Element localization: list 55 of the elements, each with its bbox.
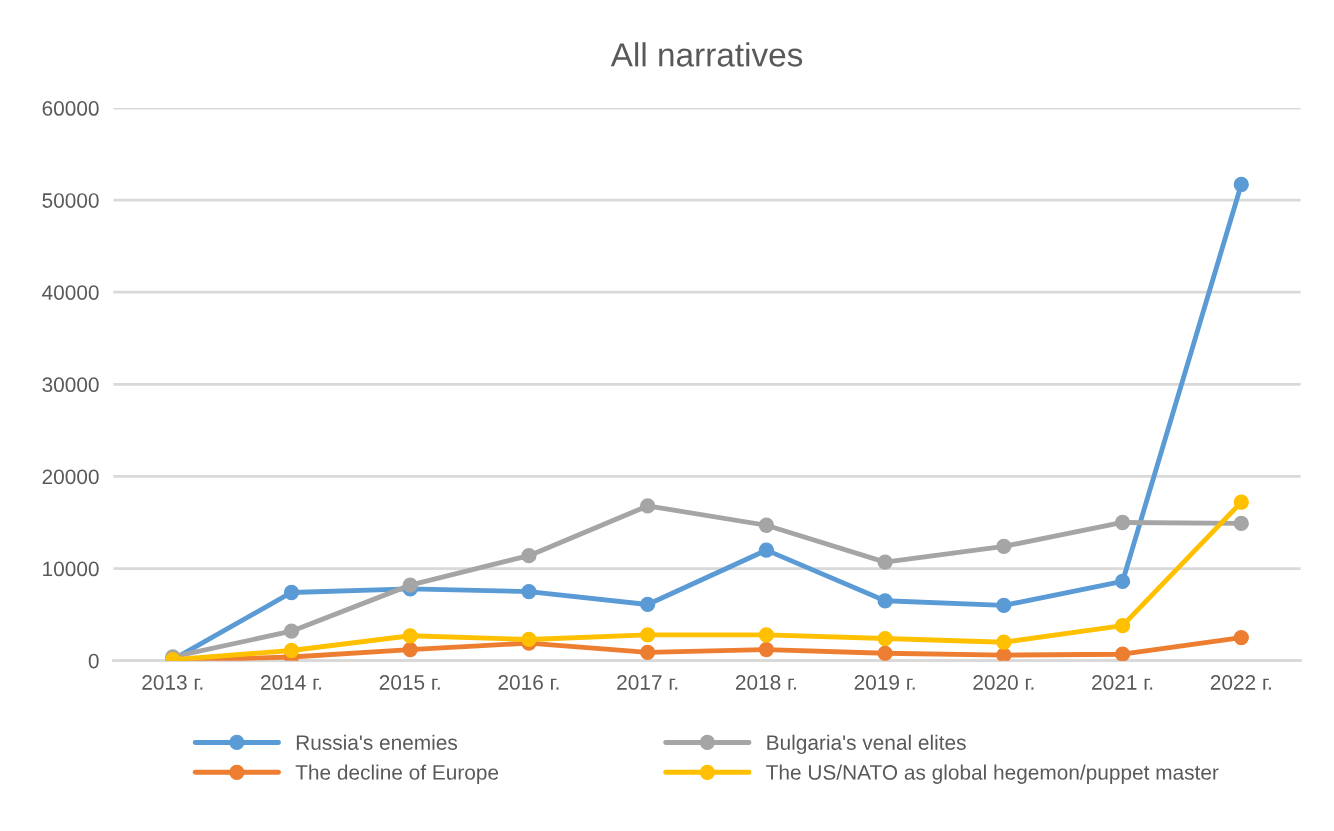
- y-tick-label: 10000: [43, 561, 99, 577]
- point: [877, 554, 893, 570]
- point: [758, 517, 775, 533]
- y-tick-label: 20000: [42, 469, 99, 485]
- point: [521, 631, 537, 648]
- point: [402, 628, 418, 644]
- legend-label: The US/NATO as global hegemon/puppet master: [766, 764, 1219, 784]
- point: [521, 583, 537, 600]
- point: [640, 596, 656, 613]
- point: [1114, 573, 1131, 590]
- y-tick-label: 40000: [42, 285, 99, 300]
- point: [1233, 176, 1249, 193]
- legend-label: The decline of Europe: [295, 764, 499, 784]
- point: [996, 647, 1012, 661]
- point: [402, 577, 418, 593]
- point: [758, 542, 775, 558]
- point: [402, 641, 418, 658]
- point: [283, 642, 300, 659]
- point: [758, 627, 775, 643]
- point: [640, 498, 656, 514]
- x-tick-label: 2014 г.: [261, 675, 322, 690]
- point: [877, 645, 893, 661]
- x-tick-label: 2017 г.: [617, 675, 678, 690]
- point: [1233, 515, 1249, 532]
- y-tick-label: 60000: [42, 101, 99, 116]
- point: [996, 597, 1012, 614]
- x-tick-label: 2013 г.: [142, 675, 203, 690]
- point: [758, 641, 775, 658]
- point: [640, 627, 656, 643]
- point: [996, 538, 1012, 555]
- legend-label: Russia's enemies: [296, 734, 458, 750]
- point: [1114, 618, 1131, 634]
- x-tick-label: 2018 г.: [735, 675, 796, 690]
- x-tick-label: 2016 г.: [498, 675, 559, 690]
- x-tick-label: 2022 г.: [1210, 675, 1271, 690]
- point: [877, 593, 893, 609]
- point: [1233, 629, 1249, 646]
- point: [640, 644, 656, 660]
- y-tick-label: 50000: [42, 193, 99, 208]
- point: [283, 584, 300, 601]
- chart-title: All narratives: [610, 42, 803, 67]
- x-tick-label: 2020 г.: [973, 675, 1034, 690]
- y-tick-label: 30000: [42, 377, 99, 393]
- point: [996, 634, 1012, 650]
- y-tick-label: 0: [88, 653, 99, 669]
- x-tick-label: 2015 г.: [379, 675, 440, 690]
- point: [877, 630, 893, 647]
- point: [1114, 514, 1131, 531]
- point: [1114, 646, 1131, 661]
- x-tick-label: 2019 г.: [854, 675, 915, 690]
- legend-label: Bulgaria's venal elites: [767, 734, 966, 755]
- x-tick-label: 2021 г.: [1092, 675, 1153, 690]
- point: [521, 548, 537, 564]
- point: [1233, 494, 1249, 510]
- point: [283, 623, 300, 639]
